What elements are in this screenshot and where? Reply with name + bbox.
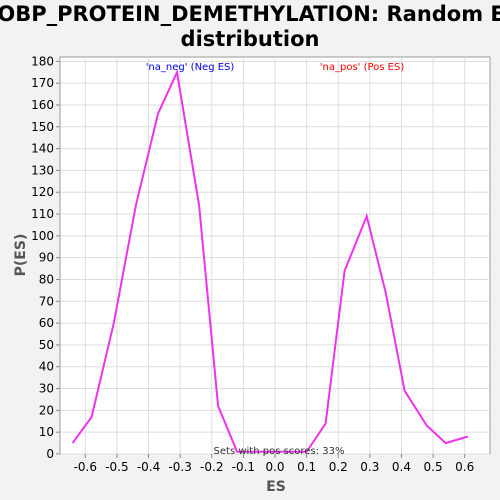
x-tick-label: 0.5: [424, 460, 443, 474]
y-tick-label: 130: [31, 163, 54, 177]
y-tick-label: 120: [31, 185, 54, 199]
y-tick-label: 40: [39, 360, 54, 374]
y-tick-label: 10: [39, 425, 54, 439]
y-tick-label: 0: [46, 447, 54, 461]
x-tick-label: -0.6: [74, 460, 97, 474]
y-tick-label: 30: [39, 382, 54, 396]
x-tick-label: -0.5: [105, 460, 128, 474]
x-tick-label: 0.1: [297, 460, 316, 474]
x-tick-label: -0.1: [232, 460, 255, 474]
axis-ticks: 0 10 20 30 40 50 60 70 80 90 100 110 120 130 140 150 160…: [31, 54, 474, 474]
y-tick-label: 80: [39, 272, 54, 286]
x-tick-label: 0.3: [360, 460, 379, 474]
x-tick-label: 0.2: [329, 460, 348, 474]
y-tick-label: 70: [39, 294, 54, 308]
x-axis-label: ES: [266, 479, 286, 495]
x-tick-label: 0.0: [265, 460, 284, 474]
y-tick-label: 150: [31, 120, 54, 134]
series-layer: [71, 68, 469, 453]
y-tick-label: 60: [39, 316, 54, 330]
legend-pos: 'na_pos' (Pos ES): [320, 62, 405, 73]
y-axis-label: P(ES): [13, 234, 29, 277]
es-distribution-line: [71, 68, 469, 453]
y-tick-label: 100: [31, 229, 54, 243]
y-tick-label: 170: [31, 76, 54, 90]
legend-neg: 'na_neg' (Neg ES): [146, 62, 235, 73]
pos-scores-annotation: Sets with pos scores: 33%: [214, 446, 345, 457]
y-tick-label: 180: [31, 54, 54, 68]
x-tick-label: -0.3: [168, 460, 191, 474]
y-tick-label: 50: [39, 338, 54, 352]
y-tick-label: 140: [31, 142, 54, 156]
y-tick-label: 110: [31, 207, 54, 221]
chart-title-line1: GOBP_PROTEIN_DEMETHYLATION: Random ES: [0, 2, 500, 26]
x-tick-label: 0.6: [455, 460, 474, 474]
x-tick-label: 0.4: [392, 460, 411, 474]
y-tick-label: 160: [31, 98, 54, 112]
chart-title-line2: distribution: [181, 27, 320, 51]
x-tick-label: -0.2: [200, 460, 223, 474]
grid: [60, 57, 490, 455]
x-tick-label: -0.4: [137, 460, 160, 474]
y-tick-label: 20: [39, 403, 54, 417]
y-tick-label: 90: [39, 251, 54, 265]
